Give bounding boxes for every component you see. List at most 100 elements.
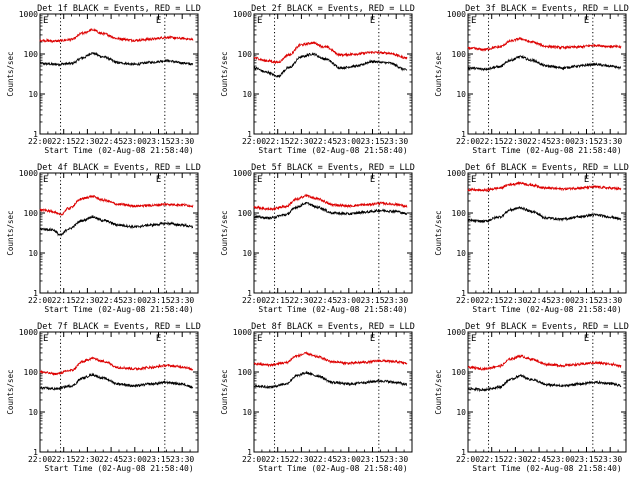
chart-panel-6: Det 6f BLACK = Events, RED = LLD 1 10 100 10… bbox=[434, 163, 629, 314]
y-tick-label: 1 bbox=[461, 130, 466, 139]
chart-title: Det 2f BLACK = Events, RED = LLD bbox=[251, 4, 415, 14]
x-tick-label: 22:15 bbox=[480, 455, 504, 464]
x-tick-label: 23:15 bbox=[574, 296, 598, 305]
y-tick-label: 100 bbox=[24, 368, 39, 377]
series-line-lld bbox=[39, 356, 194, 376]
x-axis-label: Start Time (02-Aug-08 21:58:40) bbox=[44, 464, 193, 473]
x-tick-label: 23:15 bbox=[146, 296, 170, 305]
chart-panel-8: Det 8f BLACK = Events, RED = LLD 1 10 100 10… bbox=[220, 322, 415, 473]
chart-panel-2: Det 2f BLACK = Events, RED = LLD 1 10 100 10… bbox=[220, 4, 415, 155]
chart-title: Det 8f BLACK = Events, RED = LLD bbox=[251, 322, 415, 332]
y-tick-label: 1000 bbox=[233, 10, 252, 19]
x-tick-label: 22:45 bbox=[313, 296, 337, 305]
event-marker-label: E bbox=[43, 334, 48, 344]
series-line-lld bbox=[253, 40, 408, 65]
x-tick-label: 22:00 bbox=[28, 296, 52, 305]
y-tick-label: 1 bbox=[33, 448, 38, 457]
series-line-events bbox=[253, 201, 408, 220]
y-tick-label: 1000 bbox=[447, 169, 466, 178]
plot-frame bbox=[253, 331, 413, 453]
x-tick-label: 22:00 bbox=[456, 137, 480, 146]
x-tick-label: 23:15 bbox=[360, 296, 384, 305]
y-axis-label: Counts/sec bbox=[220, 210, 229, 255]
x-axis-label: Start Time (02-Aug-08 21:58:40) bbox=[44, 305, 193, 314]
y-tick-label: 1 bbox=[247, 448, 252, 457]
y-tick-label: 10 bbox=[28, 90, 38, 99]
x-axis-label: Start Time (02-Aug-08 21:58:40) bbox=[258, 146, 407, 155]
x-axis-label: Start Time (02-Aug-08 21:58:40) bbox=[472, 305, 621, 314]
x-tick-label: 22:00 bbox=[456, 455, 480, 464]
x-tick-label: 23:00 bbox=[123, 296, 147, 305]
y-axis-label: Counts/sec bbox=[434, 51, 443, 96]
series-line-events bbox=[467, 206, 622, 224]
y-tick-label: 1 bbox=[33, 130, 38, 139]
chart-panel-5: Det 5f BLACK = Events, RED = LLD 1 10 100 10… bbox=[220, 163, 415, 314]
x-tick-label: 22:30 bbox=[289, 296, 313, 305]
series-line-lld bbox=[39, 27, 194, 44]
y-tick-label: 10 bbox=[28, 249, 38, 258]
y-axis-label: Counts/sec bbox=[220, 51, 229, 96]
x-tick-label: 23:30 bbox=[384, 455, 408, 464]
x-tick-label: 22:30 bbox=[503, 137, 527, 146]
chart-panel-4: Det 4f BLACK = Events, RED = LLD 1 10 100 10… bbox=[6, 163, 201, 314]
chart-title: Det 3f BLACK = Events, RED = LLD bbox=[465, 4, 629, 14]
event-marker-label: E bbox=[156, 16, 161, 26]
x-tick-label: 22:15 bbox=[266, 455, 290, 464]
x-tick-label: 22:00 bbox=[242, 296, 266, 305]
x-tick-label: 23:30 bbox=[598, 137, 622, 146]
x-tick-label: 22:30 bbox=[503, 296, 527, 305]
chart-title: Det 6f BLACK = Events, RED = LLD bbox=[465, 163, 629, 173]
x-tick-label: 23:00 bbox=[551, 137, 575, 146]
x-tick-label: 22:00 bbox=[242, 137, 266, 146]
x-tick-label: 22:15 bbox=[480, 296, 504, 305]
y-tick-label: 100 bbox=[238, 368, 253, 377]
event-marker-label: E bbox=[471, 175, 476, 185]
x-tick-label: 22:15 bbox=[52, 296, 76, 305]
x-tick-label: 22:30 bbox=[289, 455, 313, 464]
x-tick-label: 22:45 bbox=[527, 137, 551, 146]
chart-title: Det 7f BLACK = Events, RED = LLD bbox=[37, 322, 201, 332]
series-line-events bbox=[467, 54, 622, 72]
y-tick-label: 1000 bbox=[233, 169, 252, 178]
series-line-events bbox=[39, 51, 194, 67]
x-tick-label: 22:45 bbox=[527, 296, 551, 305]
event-marker-label: E bbox=[370, 16, 375, 26]
x-tick-label: 23:00 bbox=[337, 137, 361, 146]
plot-frame bbox=[467, 172, 627, 294]
y-tick-label: 1 bbox=[247, 289, 252, 298]
series-line-lld bbox=[253, 193, 408, 212]
x-tick-label: 23:30 bbox=[170, 455, 194, 464]
y-tick-label: 1000 bbox=[233, 328, 252, 337]
x-tick-label: 22:30 bbox=[75, 296, 99, 305]
series-line-lld bbox=[253, 351, 408, 368]
y-axis-label: Counts/sec bbox=[6, 51, 15, 96]
event-marker-label: E bbox=[257, 16, 262, 26]
x-tick-label: 23:30 bbox=[598, 455, 622, 464]
x-tick-label: 22:45 bbox=[99, 296, 123, 305]
y-tick-label: 100 bbox=[238, 50, 253, 59]
x-tick-label: 22:15 bbox=[266, 137, 290, 146]
y-tick-label: 100 bbox=[452, 50, 467, 59]
y-tick-label: 100 bbox=[24, 209, 39, 218]
x-axis-label: Start Time (02-Aug-08 21:58:40) bbox=[258, 305, 407, 314]
chart-panel-7: Det 7f BLACK = Events, RED = LLD 1 10 100 10… bbox=[6, 322, 201, 473]
y-tick-label: 10 bbox=[456, 249, 466, 258]
y-tick-label: 1000 bbox=[19, 169, 38, 178]
y-tick-label: 1 bbox=[461, 448, 466, 457]
y-tick-label: 10 bbox=[242, 408, 252, 417]
y-tick-label: 10 bbox=[456, 90, 466, 99]
chart-title: Det 4f BLACK = Events, RED = LLD bbox=[37, 163, 201, 173]
plot-frame bbox=[467, 331, 627, 453]
x-tick-label: 22:15 bbox=[52, 455, 76, 464]
x-axis-label: Start Time (02-Aug-08 21:58:40) bbox=[44, 146, 193, 155]
y-tick-label: 100 bbox=[452, 209, 467, 218]
chart-title: Det 1f BLACK = Events, RED = LLD bbox=[37, 4, 201, 14]
x-tick-label: 23:00 bbox=[337, 296, 361, 305]
y-tick-label: 1000 bbox=[447, 328, 466, 337]
y-axis-label: Counts/sec bbox=[220, 369, 229, 414]
chart-panel-1: Det 1f BLACK = Events, RED = LLD 1 10 100 10… bbox=[6, 4, 201, 155]
y-axis-label: Counts/sec bbox=[6, 210, 15, 255]
x-axis-label: Start Time (02-Aug-08 21:58:40) bbox=[258, 464, 407, 473]
x-axis-label: Start Time (02-Aug-08 21:58:40) bbox=[472, 146, 621, 155]
